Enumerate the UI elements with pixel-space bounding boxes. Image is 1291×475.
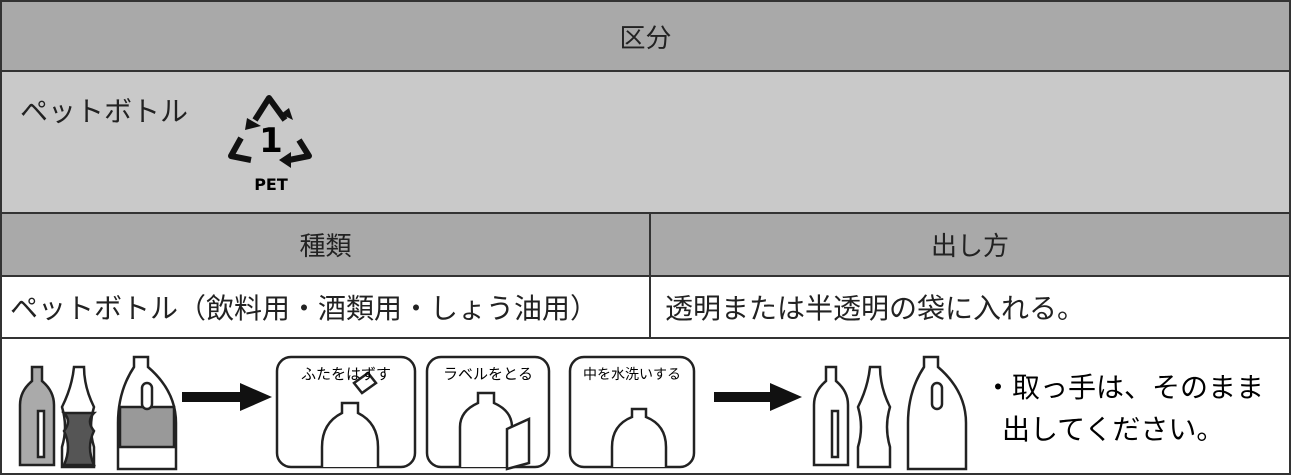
illustration-cell: ふたをはずす ラベルをとる 中を水洗いする ・取っ手は、そのまま 出してください… <box>0 337 1291 475</box>
column-header: 種類 <box>0 212 651 277</box>
cell-text: 透明または半透明の袋に入れる。 <box>665 292 1086 325</box>
column-header: 出し方 <box>649 212 1291 277</box>
header-title: 区分 <box>619 23 672 54</box>
pet-number: 1 <box>259 121 283 161</box>
step-label: 中を水洗いする <box>583 367 681 383</box>
category-name: ペットボトル <box>20 95 189 128</box>
category-cell: ペットボトル 1 PET <box>0 70 1291 214</box>
step-label: ラベルをとる <box>443 365 533 383</box>
header-cell: 区分 <box>0 0 1291 72</box>
column-title: 種類 <box>299 232 352 262</box>
illustration: ふたをはずす ラベルをとる 中を水洗いする ・取っ手は、そのまま 出してください… <box>18 355 1264 471</box>
pet-label: PET <box>254 175 288 194</box>
note-line: ・取っ手は、そのまま <box>984 371 1264 404</box>
pet-symbol: 1 PET <box>228 95 312 194</box>
step-label: ふたをはずす <box>301 365 391 383</box>
column-title: 出し方 <box>930 232 1009 262</box>
note-line: 出してください。 <box>1002 413 1224 446</box>
table-cell: ペットボトル（飲料用・酒類用・しょう油用） <box>0 275 651 339</box>
cell-text: ペットボトル（飲料用・酒類用・しょう油用） <box>10 292 599 325</box>
table-cell: 透明または半透明の袋に入れる。 <box>649 275 1291 339</box>
